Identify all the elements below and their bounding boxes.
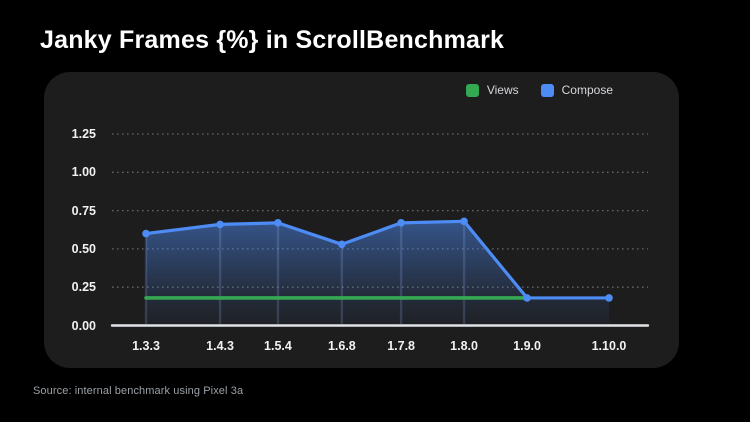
x-tick-label: 1.10.0 [591, 339, 627, 353]
y-tick-label: 0.75 [71, 203, 96, 218]
legend: Views Compose [465, 83, 613, 97]
page-title: Janky Frames {%} in ScrollBenchmark [40, 26, 505, 54]
y-tick-label: 0.50 [71, 241, 96, 256]
x-tick-label: 1.7.8 [387, 339, 416, 353]
x-tick-label: 1.6.8 [327, 339, 356, 353]
chart-svg [110, 133, 650, 327]
y-tick-label: 0.25 [71, 280, 96, 295]
legend-label-compose: Compose [561, 83, 613, 97]
y-tick-label: 1.00 [71, 165, 96, 180]
views-swatch-icon [465, 83, 479, 97]
legend-item-views: Views [465, 83, 519, 97]
chart-panel: 0.00 0.25 0.50 0.75 1.00 1.25 1.3.3 1.4.3 1.5.4… [44, 72, 679, 368]
x-tick-label: 1.8.0 [450, 339, 478, 353]
x-tick-label: 1.5.4 [264, 339, 292, 353]
compose-swatch-icon [540, 83, 554, 97]
x-tick-label: 1.4.3 [206, 339, 234, 353]
x-tick-label: 1.3.3 [132, 339, 160, 353]
source-note: Source: internal benchmark using Pixel 3… [33, 385, 244, 397]
x-tick-label: 1.9.0 [513, 339, 541, 353]
y-tick-label: 0.00 [71, 318, 96, 333]
legend-label-views: Views [486, 83, 519, 97]
legend-item-compose: Compose [540, 83, 613, 97]
y-tick-label: 1.25 [71, 127, 96, 141]
